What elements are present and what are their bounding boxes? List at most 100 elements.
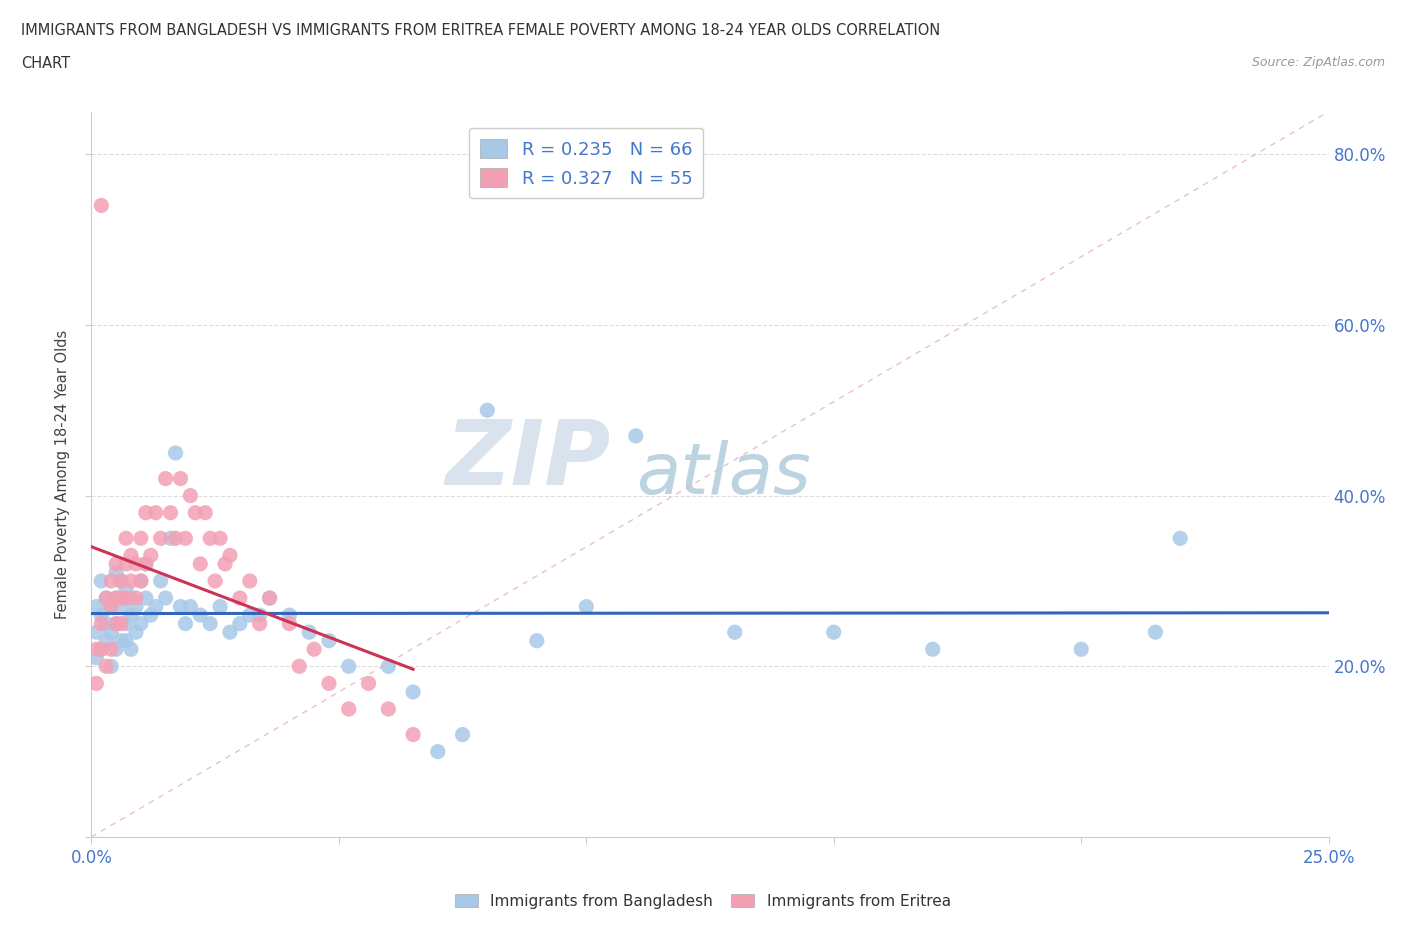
Point — [110, 633, 132, 648]
Point — [105, 617, 128, 631]
Point — [139, 548, 162, 563]
Point — [278, 607, 301, 622]
Point — [298, 625, 321, 640]
Text: atlas: atlas — [636, 440, 810, 509]
Point — [90, 642, 112, 657]
Point — [377, 701, 399, 716]
Point — [120, 591, 142, 605]
Point — [135, 591, 157, 605]
Point — [575, 599, 598, 614]
Point — [165, 531, 187, 546]
Point — [184, 505, 207, 520]
Point — [402, 727, 425, 742]
Point — [1070, 642, 1092, 657]
Point — [105, 617, 128, 631]
Point — [188, 607, 211, 622]
Point — [86, 625, 108, 640]
Point — [110, 574, 132, 589]
Point — [96, 591, 118, 605]
Point — [129, 574, 152, 589]
Point — [229, 591, 252, 605]
Point — [278, 617, 301, 631]
Point — [86, 642, 108, 657]
Point — [115, 617, 138, 631]
Point — [96, 617, 118, 631]
Point — [105, 591, 128, 605]
Text: ZIP: ZIP — [446, 416, 612, 504]
Point — [318, 633, 340, 648]
Point — [96, 591, 118, 605]
Point — [120, 642, 142, 657]
Point — [135, 556, 157, 571]
Point — [337, 701, 360, 716]
Point — [110, 591, 132, 605]
Point — [139, 607, 162, 622]
Point — [179, 488, 201, 503]
Point — [96, 633, 118, 648]
Point — [115, 591, 138, 605]
Point — [135, 505, 157, 520]
Point — [155, 591, 177, 605]
Point — [100, 599, 122, 614]
Point — [402, 684, 425, 699]
Point — [337, 658, 360, 673]
Point — [249, 617, 271, 631]
Point — [110, 617, 132, 631]
Y-axis label: Female Poverty Among 18-24 Year Olds: Female Poverty Among 18-24 Year Olds — [55, 329, 70, 619]
Point — [249, 607, 271, 622]
Point — [100, 574, 122, 589]
Point — [169, 472, 191, 486]
Point — [921, 642, 943, 657]
Point — [188, 556, 211, 571]
Point — [129, 531, 152, 546]
Point — [159, 531, 181, 546]
Point — [120, 548, 142, 563]
Point — [426, 744, 449, 759]
Point — [239, 574, 262, 589]
Point — [125, 556, 148, 571]
Point — [377, 658, 399, 673]
Text: CHART: CHART — [21, 56, 70, 71]
Point — [96, 658, 118, 673]
Point — [90, 607, 112, 622]
Point — [100, 658, 122, 673]
Point — [214, 556, 236, 571]
Point — [115, 582, 138, 597]
Point — [90, 617, 112, 631]
Point — [198, 531, 221, 546]
Text: Source: ZipAtlas.com: Source: ZipAtlas.com — [1251, 56, 1385, 69]
Point — [624, 429, 647, 444]
Point — [194, 505, 217, 520]
Point — [145, 599, 167, 614]
Point — [100, 599, 122, 614]
Point — [120, 607, 142, 622]
Point — [169, 599, 191, 614]
Point — [90, 574, 112, 589]
Point — [86, 599, 108, 614]
Point — [451, 727, 474, 742]
Point — [86, 676, 108, 691]
Point — [125, 599, 148, 614]
Point — [302, 642, 325, 657]
Point — [204, 574, 226, 589]
Point — [105, 591, 128, 605]
Point — [198, 617, 221, 631]
Point — [115, 531, 138, 546]
Point — [259, 591, 281, 605]
Point — [165, 445, 187, 460]
Point — [823, 625, 845, 640]
Point — [86, 650, 108, 665]
Text: IMMIGRANTS FROM BANGLADESH VS IMMIGRANTS FROM ERITREA FEMALE POVERTY AMONG 18-24: IMMIGRANTS FROM BANGLADESH VS IMMIGRANTS… — [21, 23, 941, 38]
Point — [724, 625, 747, 640]
Point — [125, 591, 148, 605]
Point — [125, 625, 148, 640]
Point — [174, 531, 197, 546]
Point — [526, 633, 548, 648]
Legend: Immigrants from Bangladesh, Immigrants from Eritrea: Immigrants from Bangladesh, Immigrants f… — [449, 887, 957, 915]
Point — [1168, 531, 1191, 546]
Point — [90, 642, 112, 657]
Point — [477, 403, 499, 418]
Point — [219, 625, 242, 640]
Point — [145, 505, 167, 520]
Point — [120, 574, 142, 589]
